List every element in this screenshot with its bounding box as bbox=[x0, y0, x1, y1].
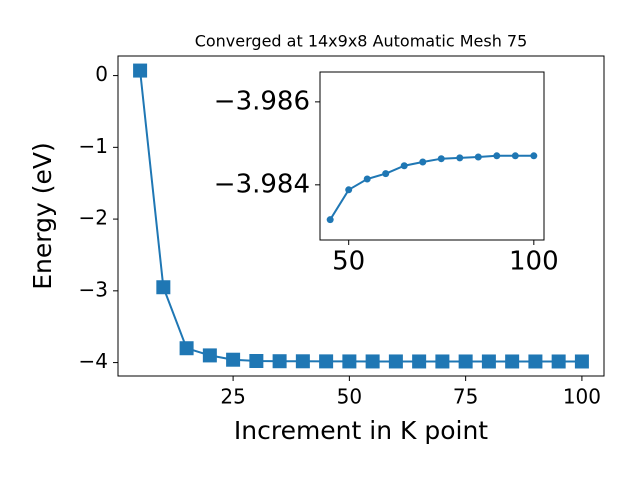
y-tick-label: −4 bbox=[79, 349, 108, 373]
marker bbox=[528, 354, 543, 369]
marker bbox=[388, 354, 403, 369]
axes-frame bbox=[117, 55, 605, 377]
y-axis-label: Energy (eV) bbox=[28, 142, 57, 289]
marker bbox=[530, 152, 538, 160]
x-axis-label: Increment in K point bbox=[234, 416, 488, 445]
y-tick-label: −3 bbox=[79, 277, 108, 301]
axes-frame bbox=[319, 71, 545, 241]
y-tick-label: −3.986 bbox=[214, 86, 310, 116]
marker bbox=[574, 354, 589, 369]
marker bbox=[400, 162, 408, 170]
marker bbox=[179, 341, 194, 356]
marker bbox=[412, 354, 427, 369]
marker bbox=[156, 280, 171, 295]
marker bbox=[365, 354, 380, 369]
marker bbox=[133, 63, 148, 78]
y-tick-label: −2 bbox=[79, 206, 108, 230]
x-tick-label: 50 bbox=[332, 247, 365, 277]
x-tick-label: 25 bbox=[220, 385, 245, 409]
marker bbox=[419, 158, 427, 166]
marker bbox=[551, 354, 566, 369]
marker bbox=[345, 186, 353, 194]
marker bbox=[511, 152, 519, 160]
marker bbox=[226, 352, 241, 367]
y-tick-label: −3.984 bbox=[214, 169, 310, 199]
marker bbox=[382, 170, 390, 178]
y-tick-label: −1 bbox=[79, 134, 108, 158]
marker bbox=[456, 154, 464, 162]
x-tick-label: 100 bbox=[509, 247, 559, 277]
y-tick-label: 0 bbox=[95, 62, 108, 86]
marker bbox=[493, 152, 501, 160]
marker bbox=[295, 354, 310, 369]
marker bbox=[202, 348, 217, 363]
marker bbox=[458, 354, 473, 369]
marker bbox=[342, 354, 357, 369]
marker bbox=[481, 354, 496, 369]
x-tick-label: 100 bbox=[563, 385, 601, 409]
marker bbox=[272, 354, 287, 369]
marker bbox=[474, 153, 482, 161]
marker bbox=[363, 175, 371, 183]
chart-title: Converged at 14x9x8 Automatic Mesh 75 bbox=[195, 32, 528, 51]
marker bbox=[326, 216, 334, 224]
x-tick-label: 50 bbox=[337, 385, 362, 409]
marker bbox=[505, 354, 520, 369]
marker bbox=[437, 155, 445, 163]
marker bbox=[319, 354, 334, 369]
marker bbox=[249, 354, 264, 369]
x-tick-label: 75 bbox=[453, 385, 478, 409]
marker bbox=[435, 354, 450, 369]
